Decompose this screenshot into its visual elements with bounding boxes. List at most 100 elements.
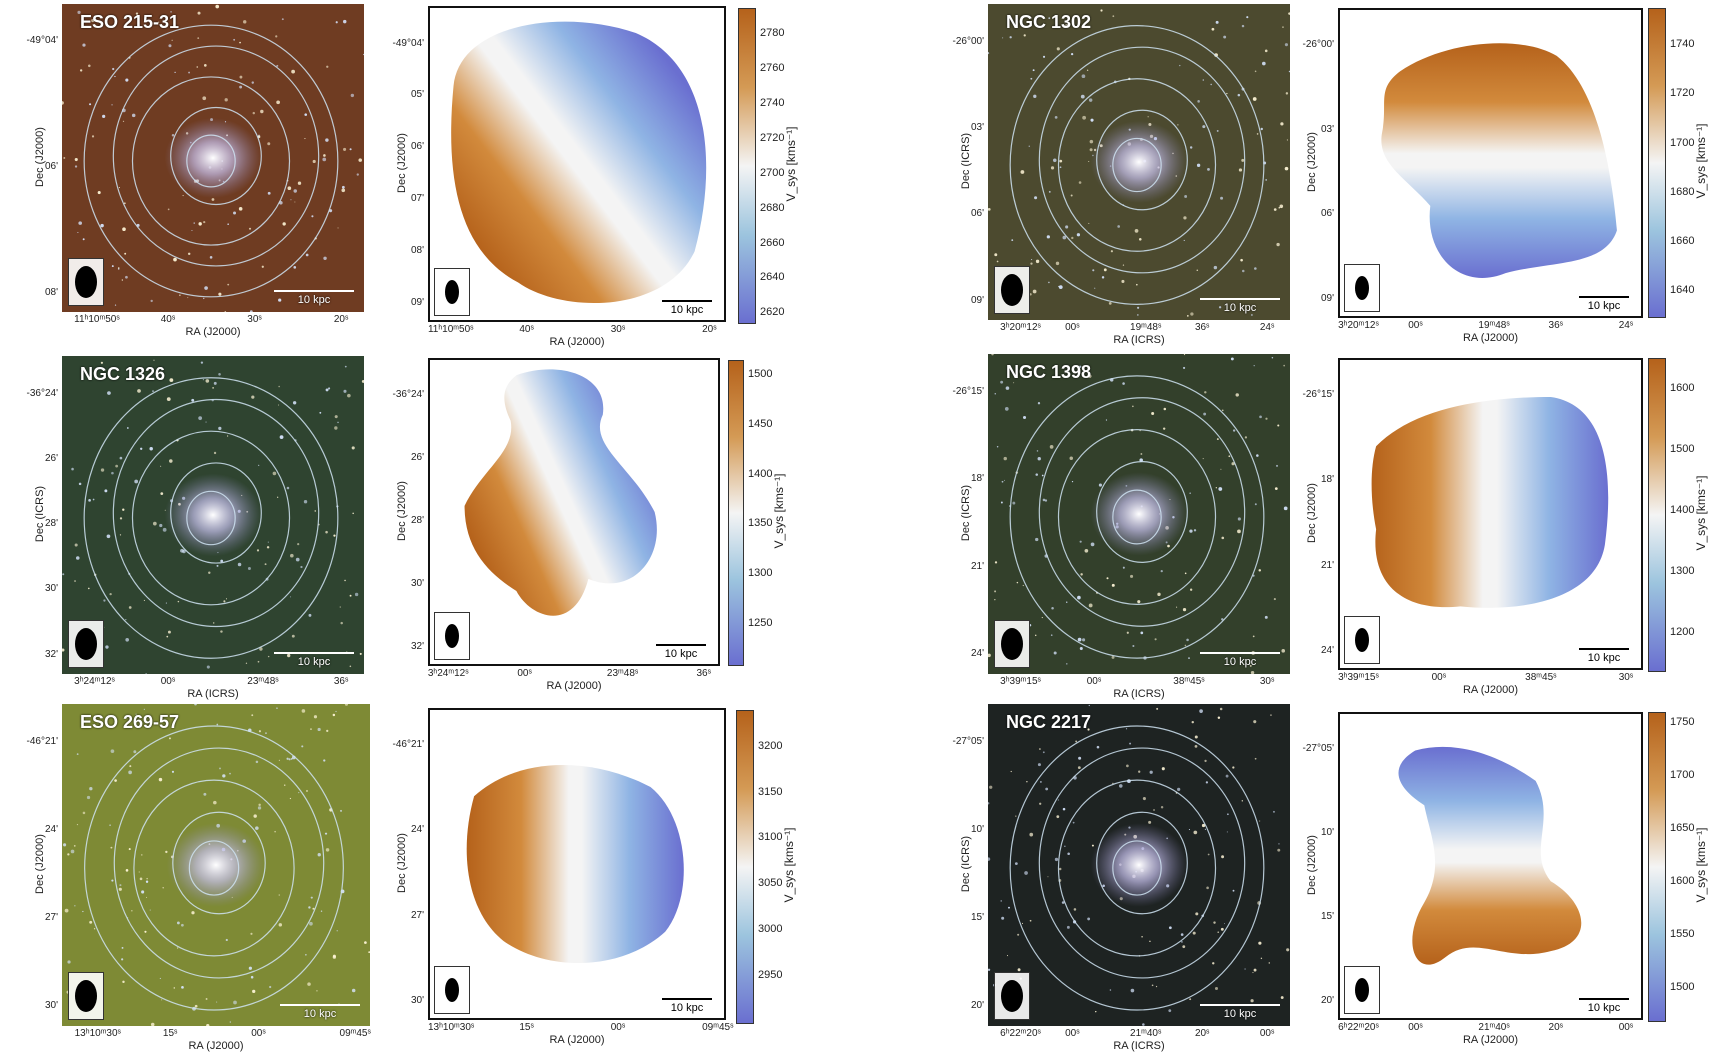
dec-tick-label: -36°24' [26, 387, 58, 399]
colorbar-tick-label: 1640 [1670, 284, 1695, 297]
scale-bar-label: 10 kpc [297, 656, 331, 668]
dec-tick-label: 30' [410, 995, 424, 1007]
dec-tick-label: 06' [970, 208, 984, 220]
colorbar-tick-label: 1450 [748, 417, 773, 430]
colorbar-tick-label: 1400 [1670, 503, 1695, 516]
ra-tick-label: 36ˢ [333, 676, 349, 687]
colorbar-tick-label: 1600 [1670, 874, 1695, 887]
beam-shape [445, 624, 459, 648]
beam-ellipse [1344, 616, 1380, 664]
ra-axis-label: RA (ICRS) [187, 688, 239, 700]
ra-tick-label: 00ˢ [1408, 1022, 1423, 1033]
colorbar-tick-label: 1200 [1670, 626, 1695, 639]
scale-bar: 10 kpc [656, 644, 706, 660]
colorbar-tick-label: 3150 [758, 785, 783, 798]
scale-bar-label: 10 kpc [1223, 656, 1257, 668]
dec-tick-label: -26°15' [1302, 389, 1334, 401]
scale-bar-line [656, 644, 706, 646]
scale-bar: 10 kpc [1200, 1004, 1280, 1020]
scale-bar-label: 10 kpc [664, 648, 698, 660]
ra-axis-label: RA (ICRS) [1113, 1040, 1165, 1052]
scale-bar-label: 10 kpc [1587, 652, 1621, 664]
ra-axis-label: RA (J2000) [1462, 332, 1519, 344]
ra-tick-label: 00ˢ [1065, 1028, 1080, 1039]
velocity-field [451, 21, 707, 304]
colorbar-tick-label: 2660 [760, 236, 785, 249]
scale-bar-label: 10 kpc [1223, 1008, 1257, 1020]
colorbar-tick-label: 2640 [760, 271, 785, 284]
dec-tick-label: 26' [44, 452, 58, 464]
ra-axis-label: RA (ICRS) [1113, 334, 1165, 346]
ra-tick-label: 3ʰ20ᵐ12ˢ [1338, 320, 1379, 331]
colorbar [1648, 712, 1666, 1022]
dec-tick-label: 05' [410, 89, 424, 101]
dec-axis-label: Dec (J2000) [1306, 835, 1318, 895]
velocity-field [1398, 746, 1582, 965]
beam-shape [75, 266, 97, 298]
colorbar [728, 360, 744, 666]
dec-axis-label: Dec (ICRS) [34, 485, 46, 543]
colorbar [738, 8, 756, 324]
dec-tick-label: 24' [970, 648, 984, 660]
scale-bar: 10 kpc [1200, 652, 1280, 668]
beam-shape [75, 628, 97, 660]
optical-image-panel: ESO 215-31 10 kpc Dec (J2000) RA (J2000) 11ʰ… [27, 4, 364, 338]
dec-tick-label: -46°21' [26, 736, 58, 748]
ra-tick-label: 00ˢ [160, 676, 176, 687]
dec-tick-label: 09' [410, 296, 424, 308]
optical-image [988, 354, 1290, 674]
optical-image-panel: NGC 1326 10 kpc Dec (ICRS) RA (ICRS) 3ʰ24ᵐ12… [27, 356, 364, 700]
velocity-map-panel: 10 kpc Dec (J2000) RA (J2000) 11ʰ10ᵐ50ˢ 40ˢ 3… [393, 6, 726, 348]
optical-image [62, 4, 364, 312]
ra-tick-label: 24ˢ [1259, 322, 1275, 333]
galaxy-name: NGC 2217 [1006, 712, 1092, 732]
optical-image [988, 4, 1290, 320]
dec-tick-label: 28' [44, 518, 58, 530]
beam-shape [75, 980, 97, 1012]
ra-tick-label: 11ʰ10ᵐ50ˢ [427, 324, 474, 335]
colorbar-label: V_sys [kms⁻¹] [782, 827, 796, 903]
ra-tick-label: 23ᵐ48ˢ [247, 676, 279, 687]
beam-ellipse [68, 972, 104, 1020]
dec-tick-label: 32' [410, 641, 424, 653]
velocity-field-region [466, 764, 684, 964]
dec-tick-label: 10' [1320, 826, 1334, 838]
dec-axis-label: Dec (J2000) [1306, 132, 1318, 192]
scale-bar: 10 kpc [1579, 648, 1629, 664]
velocity-field [1371, 396, 1609, 608]
optical-image [62, 356, 364, 674]
ra-tick-label: 30ˢ [1618, 672, 1634, 683]
scale-bar-line [662, 998, 712, 1000]
dec-tick-label: -46°21' [392, 739, 424, 751]
ra-tick-label: 00ˢ [1408, 320, 1423, 331]
ra-tick-label: 13ʰ10ᵐ30ˢ [74, 1028, 121, 1039]
galaxy-name: NGC 1302 [1006, 12, 1092, 32]
dec-axis-label: Dec (ICRS) [960, 132, 972, 190]
dec-tick-label: 15' [1320, 911, 1334, 923]
scale-bar-line [1200, 298, 1280, 300]
beam-shape [445, 280, 459, 304]
ra-tick-label: 6ʰ22ᵐ20ˢ [1000, 1028, 1041, 1039]
velocity-map-frame [428, 6, 726, 322]
ra-axis-label: RA (J2000) [546, 680, 602, 692]
beam-shape [445, 978, 459, 1002]
ra-tick-label: 00ˢ [517, 668, 532, 679]
dec-tick-label: 18' [1320, 474, 1334, 486]
ra-tick-label: 3ʰ20ᵐ12ˢ [1000, 322, 1041, 333]
scale-bar: 10 kpc [1200, 298, 1280, 314]
beam-shape [1355, 978, 1369, 1002]
scale-bar: 10 kpc [1579, 998, 1629, 1014]
ra-tick-label: 21ᵐ40ˢ [1130, 1028, 1162, 1039]
scale-bar-label: 10 kpc [1587, 300, 1621, 312]
galaxy-name: NGC 1326 [80, 364, 166, 384]
colorbar-tick-label: 2680 [760, 201, 785, 214]
galaxy-name: ESO 269-57 [80, 712, 180, 732]
dec-axis-label: Dec (J2000) [396, 133, 408, 193]
galaxy-name: NGC 1398 [1006, 362, 1092, 382]
dec-tick-label: 08' [410, 244, 424, 256]
dec-tick-label: -27°05' [1302, 742, 1334, 754]
ra-axis-label: RA (J2000) [1462, 684, 1519, 696]
dec-tick-label: 08' [44, 287, 58, 299]
dec-tick-label: 30' [410, 578, 424, 590]
ra-tick-label: 00ˢ [1618, 1022, 1634, 1033]
